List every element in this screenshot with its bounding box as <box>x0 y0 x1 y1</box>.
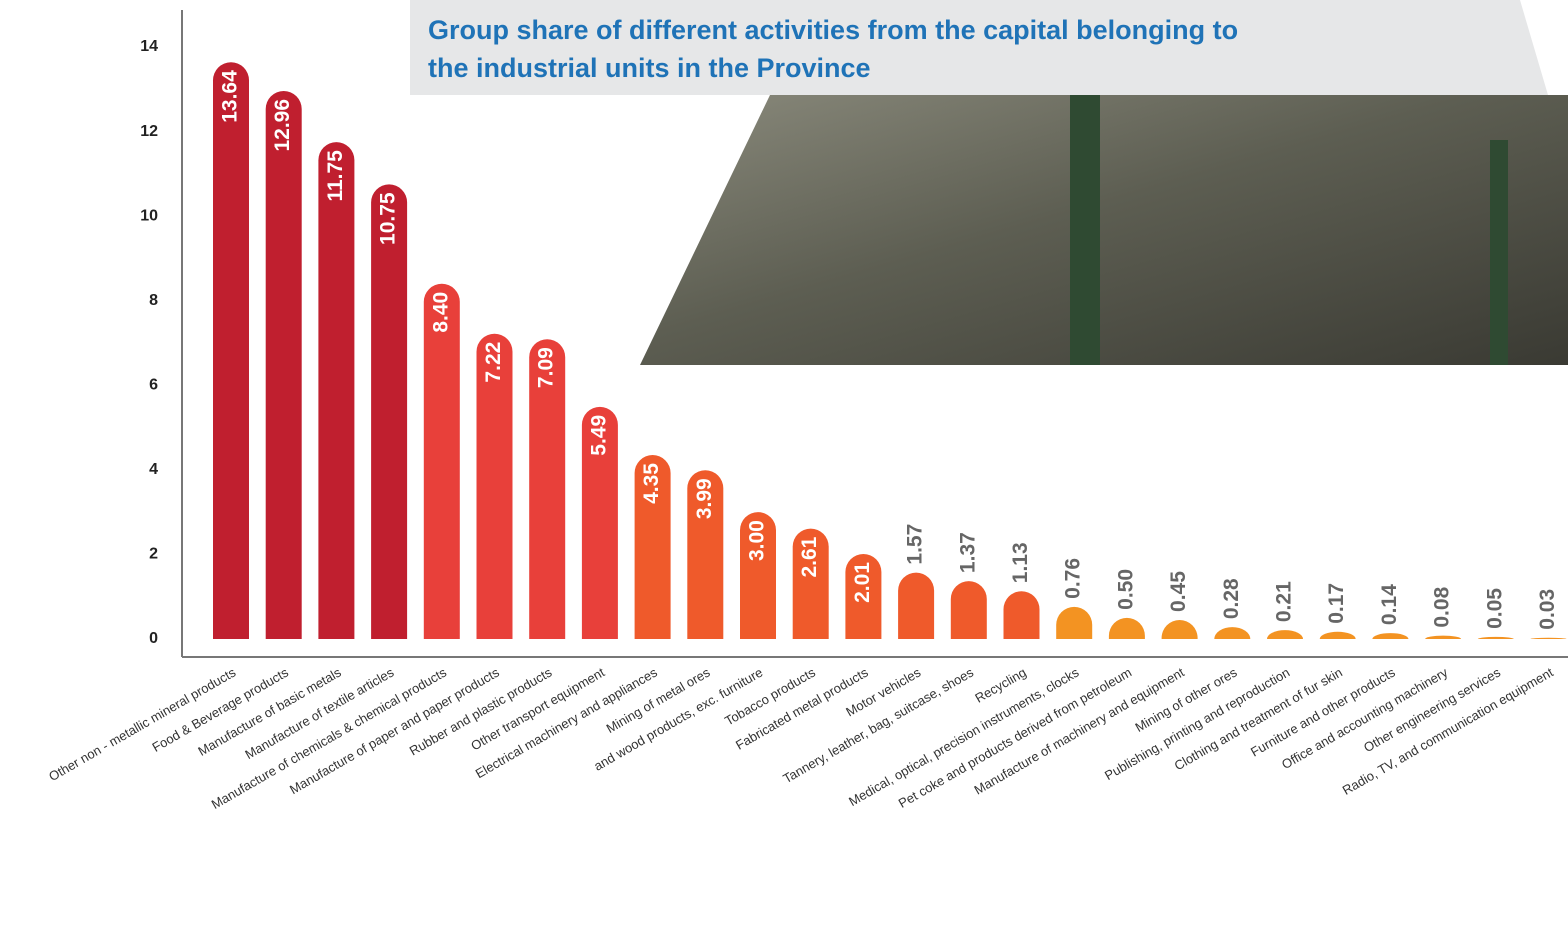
bar <box>423 283 460 639</box>
value-label: 12.96 <box>271 99 294 152</box>
bar <box>792 528 829 639</box>
bar <box>213 62 249 640</box>
value-label: 0.45 <box>1167 571 1190 612</box>
value-label: 7.09 <box>535 347 558 388</box>
bar <box>1161 619 1198 639</box>
value-label: 0.21 <box>1273 581 1296 622</box>
bar <box>1003 591 1040 639</box>
bar <box>1530 637 1567 639</box>
y-tick-label: 0 <box>149 630 158 647</box>
photo-pillar <box>1070 95 1100 365</box>
value-label: 4.35 <box>640 463 663 504</box>
y-tick-label: 8 <box>149 292 158 309</box>
bar <box>687 470 724 639</box>
value-label: 0.17 <box>1325 583 1348 624</box>
bar <box>1267 630 1303 639</box>
bar <box>1425 635 1462 639</box>
bar <box>318 142 355 639</box>
y-tick-label: 12 <box>140 123 158 140</box>
bar <box>950 581 987 639</box>
bar <box>265 90 302 639</box>
bar <box>1108 617 1145 639</box>
photo <box>640 95 1568 365</box>
bar <box>845 554 882 639</box>
bar <box>634 455 671 639</box>
value-label: 5.49 <box>587 415 610 456</box>
bar <box>1372 633 1409 639</box>
value-label: 1.13 <box>1009 542 1032 583</box>
value-label: 8.40 <box>429 292 452 333</box>
bar <box>371 184 408 639</box>
bar <box>1319 631 1356 639</box>
value-label: 0.03 <box>1536 589 1559 630</box>
bar <box>898 572 935 639</box>
value-label: 0.05 <box>1483 588 1506 629</box>
value-label: 13.64 <box>219 70 242 123</box>
bar <box>476 333 513 639</box>
value-label: 10.75 <box>377 192 400 245</box>
y-tick-label: 10 <box>140 207 158 224</box>
value-label: 0.28 <box>1220 578 1243 619</box>
value-label: 3.00 <box>746 520 769 561</box>
chart-title: Group share of different activities from… <box>428 15 1238 45</box>
value-label: 2.01 <box>851 562 874 603</box>
value-label: 7.22 <box>482 342 505 383</box>
value-label: 1.37 <box>956 532 979 573</box>
bar <box>1477 636 1514 639</box>
bar <box>1214 627 1251 639</box>
value-label: 3.99 <box>693 478 716 519</box>
y-tick-label: 6 <box>149 377 158 394</box>
value-label: 11.75 <box>324 150 347 202</box>
value-label: 0.76 <box>1062 558 1085 599</box>
photo-pillar <box>1490 140 1508 365</box>
y-tick-label: 4 <box>149 461 158 478</box>
bar <box>1056 606 1093 639</box>
value-label: 0.50 <box>1114 569 1137 610</box>
y-tick-label: 14 <box>140 38 158 55</box>
bar <box>740 512 776 639</box>
value-label: 2.61 <box>798 536 821 577</box>
value-label: 0.14 <box>1378 584 1401 625</box>
value-label: 0.08 <box>1431 586 1454 627</box>
chart-title: the industrial units in the Province <box>428 53 871 83</box>
value-label: 1.57 <box>904 524 927 565</box>
bar <box>581 406 618 639</box>
y-tick-label: 2 <box>149 546 158 563</box>
bar <box>529 339 566 639</box>
title-box <box>410 0 1548 95</box>
